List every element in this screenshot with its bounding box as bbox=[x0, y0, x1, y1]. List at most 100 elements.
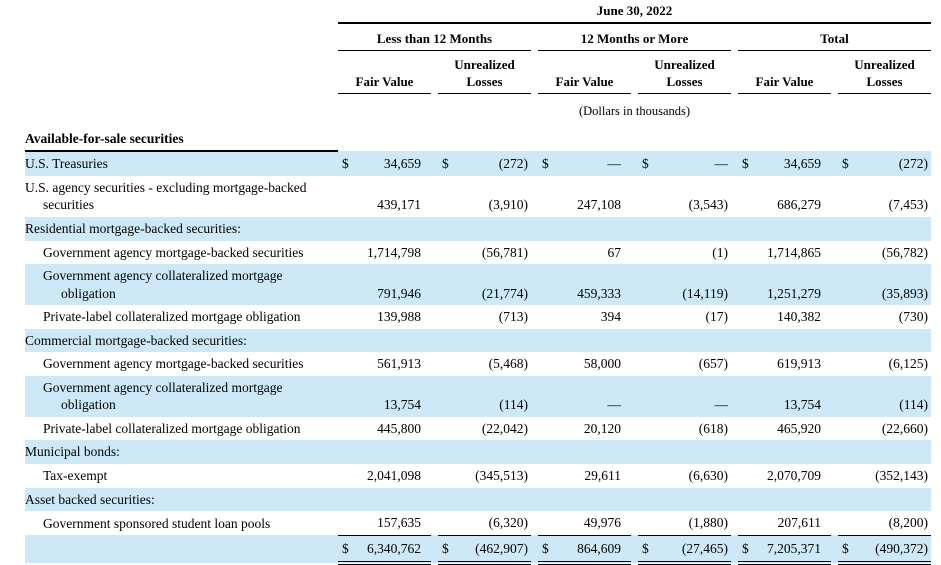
row-label: Government agency mortgage-backed securi… bbox=[43, 356, 304, 372]
cell-value bbox=[838, 440, 932, 465]
column-gap bbox=[431, 375, 438, 417]
cell-value: 459,333 bbox=[538, 264, 631, 306]
cell-number: 207,611 bbox=[777, 515, 821, 531]
cell-value bbox=[738, 440, 831, 465]
cell-number: (3,543) bbox=[688, 197, 728, 213]
cell-value: $34,659 bbox=[338, 151, 431, 176]
cell-number: (6,125) bbox=[888, 356, 929, 372]
cell-value bbox=[338, 440, 431, 465]
column-gap bbox=[831, 241, 838, 265]
table-row: U.S. agency securities - excluding mortg… bbox=[25, 176, 931, 217]
cell-value bbox=[438, 440, 531, 465]
unrealized-label: Unrealized bbox=[654, 56, 715, 72]
column-gap bbox=[731, 352, 738, 376]
cell-number: (21,774) bbox=[481, 285, 528, 301]
cell-value bbox=[438, 217, 531, 241]
column-gap bbox=[431, 241, 438, 265]
cell-number: (114) bbox=[499, 397, 528, 413]
dollar-sign: $ bbox=[542, 156, 549, 172]
row-label: U.S. agency securities - excluding mortg… bbox=[25, 179, 307, 213]
table-row: Government agency collateralized mortgag… bbox=[25, 264, 932, 306]
cell-value: 49,976 bbox=[538, 511, 631, 536]
column-gap bbox=[831, 440, 838, 465]
cell-value: $6,340,762 bbox=[338, 535, 431, 565]
cell-value bbox=[738, 487, 831, 512]
row-label: U.S. Treasuries bbox=[25, 151, 338, 176]
table-row: Municipal bonds: bbox=[25, 440, 932, 465]
cell-value: 13,754 bbox=[338, 375, 431, 417]
cell-number: (3,910) bbox=[488, 197, 528, 213]
cell-number: (35,893) bbox=[881, 285, 929, 301]
cell-number: (114) bbox=[899, 397, 929, 413]
label-column-spacer bbox=[25, 93, 338, 128]
cell-number: 157,635 bbox=[377, 515, 421, 531]
column-gap bbox=[631, 241, 638, 265]
cell-number: 67 bbox=[607, 244, 622, 260]
column-gap bbox=[731, 305, 738, 329]
cell-number: 2,070,709 bbox=[767, 468, 821, 484]
cell-value: 139,988 bbox=[338, 305, 431, 329]
cell-number: (17) bbox=[705, 309, 729, 325]
cell-number: (490,372) bbox=[875, 540, 929, 556]
column-gap bbox=[431, 487, 438, 512]
col-header-unrealized-losses: Unrealized Losses bbox=[838, 50, 932, 94]
column-gap bbox=[831, 264, 838, 306]
cell-value: $864,609 bbox=[538, 535, 631, 565]
column-gap bbox=[731, 511, 738, 535]
cell-number: (6,630) bbox=[688, 468, 728, 484]
cell-value: (3,543) bbox=[638, 176, 731, 217]
section-header-spacer bbox=[338, 128, 931, 152]
cell-number: (272) bbox=[498, 156, 528, 172]
afs-securities-table: June 30, 2022 Less than 12 Months 12 Mon… bbox=[25, 2, 932, 565]
cell-number: (22,660) bbox=[881, 420, 929, 436]
cell-number: (1,880) bbox=[688, 515, 728, 531]
row-label: Government agency collateralized mortgag… bbox=[25, 264, 338, 306]
column-gap bbox=[531, 305, 538, 329]
cell-value bbox=[538, 487, 631, 512]
cell-value: 445,800 bbox=[338, 417, 431, 441]
group-header-12-months-or-more: 12 Months or More bbox=[538, 22, 731, 51]
column-gap bbox=[631, 417, 638, 441]
column-gap bbox=[631, 50, 638, 93]
cell-value bbox=[638, 487, 731, 512]
losses-label: Losses bbox=[666, 73, 703, 89]
fair-value-label: Fair Value bbox=[355, 73, 414, 89]
row-label bbox=[25, 535, 338, 564]
section-header-row: Available-for-sale securities bbox=[25, 127, 931, 153]
cell-value: 67 bbox=[538, 241, 631, 265]
column-gap bbox=[831, 487, 838, 512]
cell-value: $7,205,371 bbox=[738, 535, 831, 565]
cell-value: (17) bbox=[638, 305, 731, 329]
column-gap bbox=[531, 511, 538, 535]
column-gap bbox=[831, 352, 838, 376]
column-gap bbox=[731, 217, 738, 241]
cell-value: (6,320) bbox=[438, 511, 531, 536]
column-gap bbox=[731, 487, 738, 512]
group-header-less-than-12-months: Less than 12 Months bbox=[338, 22, 531, 51]
cell-number: 394 bbox=[600, 309, 621, 325]
label-column-spacer bbox=[25, 50, 338, 93]
table-row: Tax-exempt 2,041,098 (345,513) 29,611 (6,630… bbox=[25, 464, 931, 488]
column-gap bbox=[531, 264, 538, 306]
column-gap bbox=[431, 535, 438, 564]
cell-number: 140,382 bbox=[777, 309, 821, 325]
cell-number: 13,754 bbox=[383, 397, 421, 413]
column-gap bbox=[631, 535, 638, 564]
column-gap bbox=[831, 50, 838, 93]
cell-value: (22,660) bbox=[838, 417, 931, 441]
cell-value bbox=[438, 487, 531, 512]
cell-value: 247,108 bbox=[538, 176, 631, 217]
cell-number: 7,205,371 bbox=[767, 540, 821, 556]
cell-number: 465,920 bbox=[777, 420, 821, 436]
cell-value: 2,041,098 bbox=[338, 464, 431, 488]
column-gap bbox=[831, 305, 838, 329]
table-row: U.S. Treasuries $34,659 $ (272) $ — $ — $34,659 $… bbox=[25, 151, 932, 176]
column-gap bbox=[831, 464, 838, 488]
column-gap bbox=[431, 440, 438, 465]
column-gap bbox=[731, 23, 738, 50]
column-gap bbox=[731, 50, 738, 93]
column-gap bbox=[731, 375, 738, 417]
cell-value: 13,754 bbox=[738, 375, 831, 417]
cell-value: (6,630) bbox=[638, 464, 731, 488]
cell-value: $ (462,907) bbox=[438, 535, 531, 565]
